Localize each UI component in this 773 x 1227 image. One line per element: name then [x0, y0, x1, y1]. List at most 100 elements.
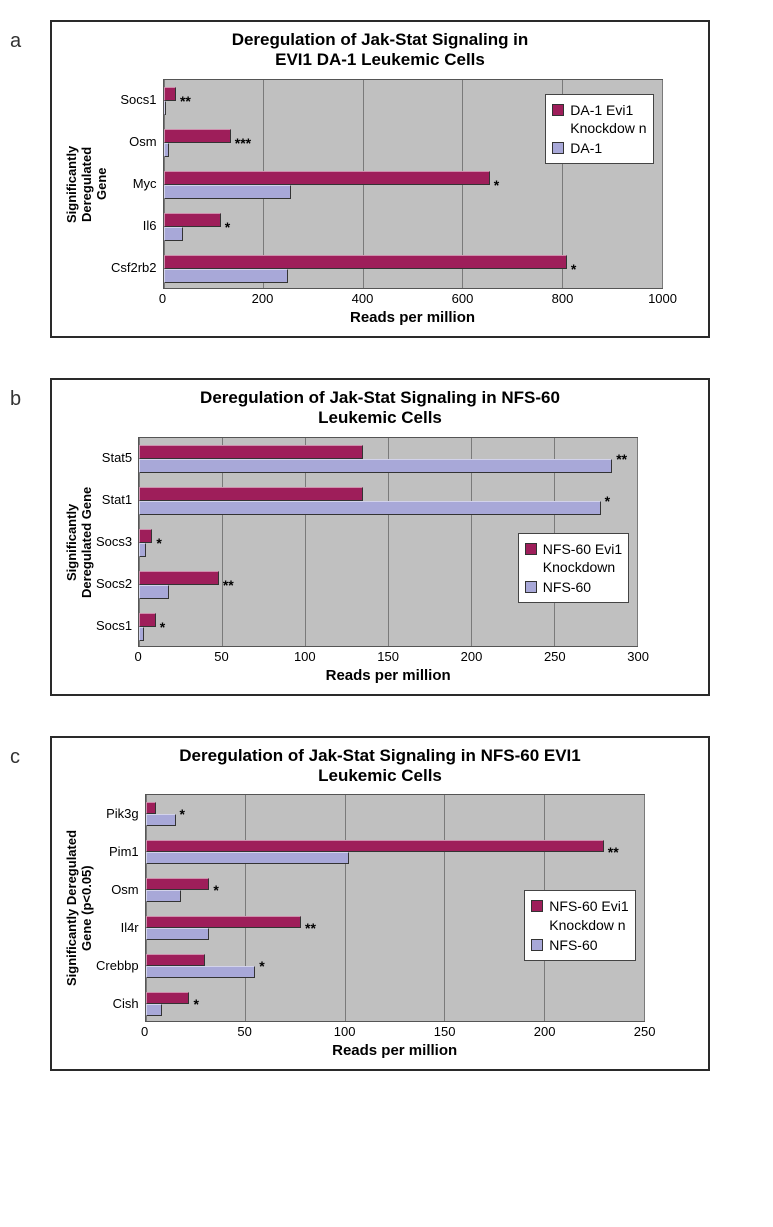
category-label: Stat1: [102, 499, 132, 500]
x-axis-label: Reads per million: [163, 309, 663, 326]
x-tick: 0: [141, 1024, 148, 1039]
bar: [146, 814, 176, 826]
x-tick: 1000: [648, 291, 677, 306]
plot-area: *******NFS-60 Evi1 KnockdownNFS-60: [138, 437, 638, 647]
plot-column: ********DA-1 Evi1 Knockdow nDA-102004006…: [163, 79, 698, 326]
x-tick: 200: [252, 291, 274, 306]
category-label: Il4r: [121, 927, 139, 928]
significance-marker: *: [193, 996, 198, 1012]
bar: [164, 213, 221, 227]
bar: [139, 571, 219, 585]
legend-swatch: [531, 900, 543, 912]
panel-letter: b: [10, 378, 50, 411]
x-tick: 50: [237, 1024, 251, 1039]
category-label: Stat5: [102, 457, 132, 458]
x-tick-labels: 02004006008001000: [163, 289, 663, 307]
legend-item: NFS-60: [531, 936, 628, 954]
legend-label: NFS-60 Evi1 Knockdow n: [549, 897, 628, 933]
bar: [164, 185, 291, 199]
x-tick: 800: [552, 291, 574, 306]
bar: [146, 878, 210, 890]
legend-swatch: [552, 142, 564, 154]
grid-line: [644, 795, 645, 1021]
legend-label: NFS-60 Evi1 Knockdown: [543, 540, 622, 576]
legend: DA-1 Evi1 Knockdow n DA-1: [545, 94, 653, 165]
category-label: Csf2rb2: [111, 267, 157, 268]
bar: [139, 613, 156, 627]
x-tick-labels: 050100150200250: [145, 1022, 645, 1040]
significance-marker: **: [608, 844, 619, 860]
significance-marker: *: [156, 535, 161, 551]
bar: [146, 852, 349, 864]
y-tick-labels: Socs1OsmMycIl6Csf2rb2: [111, 79, 163, 289]
grid-line: [637, 438, 638, 646]
category-label: Osm: [111, 889, 138, 890]
plot-column: *******NFS-60 Evi1 KnockdownNFS-60050100…: [138, 437, 698, 684]
chart-body: Significantly Deregulated GeneSocs1OsmMy…: [62, 79, 698, 326]
legend-swatch: [525, 543, 537, 555]
x-tick: 150: [434, 1024, 456, 1039]
legend-item: NFS-60: [525, 578, 622, 596]
plot-area: ********DA-1 Evi1 Knockdow nDA-1: [163, 79, 663, 289]
bar: [146, 916, 301, 928]
bar: [164, 129, 231, 143]
category-label: Socs2: [96, 583, 132, 584]
x-tick: 250: [544, 649, 566, 664]
category-label: Pik3g: [106, 813, 139, 814]
x-axis-label: Reads per million: [145, 1042, 645, 1059]
bar: [146, 954, 206, 966]
category-label: Osm: [129, 141, 156, 142]
chart-panel: cDeregulation of Jak-Stat Signaling in N…: [10, 736, 763, 1072]
grid-line: [146, 795, 147, 1021]
x-tick: 200: [534, 1024, 556, 1039]
significance-marker: **: [616, 451, 627, 467]
bar: [139, 585, 169, 599]
significance-marker: *: [160, 619, 165, 635]
chart-box: Deregulation of Jak-Stat Signaling in NF…: [50, 736, 710, 1072]
y-tick-labels: Pik3gPim1OsmIl4rCrebbpCish: [96, 794, 145, 1022]
legend-item: NFS-60 Evi1 Knockdow n: [531, 897, 628, 933]
x-tick: 200: [461, 649, 483, 664]
bar: [164, 143, 169, 157]
x-tick: 400: [352, 291, 374, 306]
x-tick: 100: [334, 1024, 356, 1039]
y-axis-label: Significantly Deregulated Gene (p<0.05): [62, 794, 96, 1022]
significance-marker: *: [213, 882, 218, 898]
plot-column: ********NFS-60 Evi1 Knockdow nNFS-600501…: [145, 794, 698, 1059]
bar: [146, 890, 182, 902]
bar: [139, 445, 363, 459]
significance-marker: ***: [235, 135, 251, 151]
bar: [164, 87, 176, 101]
category-label: Socs3: [96, 541, 132, 542]
bar: [139, 529, 152, 543]
chart-title: Deregulation of Jak-Stat Signaling inEVI…: [62, 30, 698, 71]
category-label: Myc: [133, 183, 157, 184]
bar: [139, 501, 600, 515]
bar: [164, 255, 567, 269]
y-tick-labels: Stat5 Stat1 Socs3 Socs2 Socs1: [96, 437, 138, 647]
bar: [139, 543, 146, 557]
legend-swatch: [552, 104, 564, 116]
x-tick: 600: [452, 291, 474, 306]
legend-item: DA-1: [552, 139, 646, 157]
significance-marker: **: [223, 577, 234, 593]
grid-line: [662, 80, 663, 288]
grid-line: [345, 795, 346, 1021]
significance-marker: *: [605, 493, 610, 509]
chart-box: Deregulation of Jak-Stat Signaling inEVI…: [50, 20, 710, 338]
bar: [139, 459, 612, 473]
category-label: Crebbp: [96, 965, 139, 966]
x-tick: 300: [627, 649, 649, 664]
bar: [139, 487, 363, 501]
significance-marker: **: [180, 93, 191, 109]
x-tick-labels: 050100150200250300: [138, 647, 638, 665]
panel-letter: a: [10, 20, 50, 53]
x-axis-label: Reads per million: [138, 667, 638, 684]
bar: [146, 840, 604, 852]
category-label: Socs1: [96, 625, 132, 626]
x-tick: 250: [634, 1024, 656, 1039]
legend-label: DA-1 Evi1 Knockdow n: [570, 101, 646, 137]
bar: [139, 627, 144, 641]
x-tick: 150: [377, 649, 399, 664]
category-label: Pim1: [109, 851, 139, 852]
